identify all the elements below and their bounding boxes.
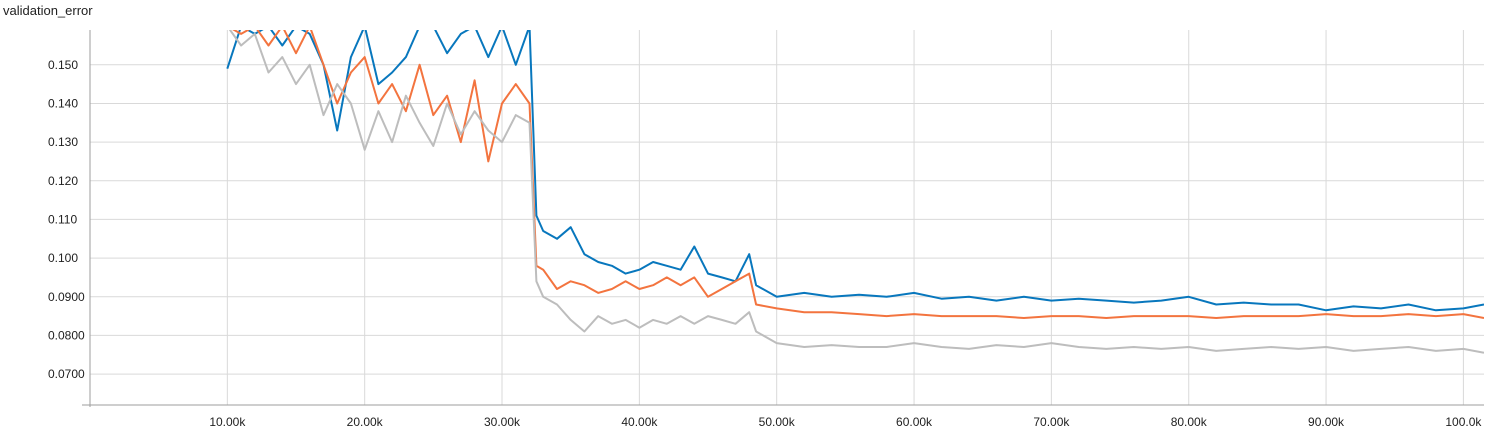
x-tick-label-0: 10.00k xyxy=(209,415,246,429)
chart-title: validation_error xyxy=(3,3,93,18)
x-tick-label-6: 70.00k xyxy=(1033,415,1070,429)
series-line-2 xyxy=(228,30,1484,354)
grid-lines xyxy=(90,30,1484,405)
series-line-1 xyxy=(232,30,1484,319)
y-tick-label-3: 0.100 xyxy=(48,251,78,265)
y-tick-label-7: 0.140 xyxy=(48,96,78,110)
x-tick-label-9: 100.0k xyxy=(1445,415,1482,429)
x-tick-label-1: 20.00k xyxy=(347,415,384,429)
x-tick-label-4: 50.00k xyxy=(759,415,796,429)
y-tick-label-8: 0.150 xyxy=(48,58,78,72)
y-tick-label-5: 0.120 xyxy=(48,174,78,188)
y-tick-label-4: 0.110 xyxy=(48,212,77,226)
y-tick-label-2: 0.0900 xyxy=(48,290,85,304)
y-tick-label-0: 0.0700 xyxy=(48,367,85,381)
x-tick-label-8: 90.00k xyxy=(1308,415,1345,429)
x-tick-label-2: 30.00k xyxy=(484,415,521,429)
y-tick-label-1: 0.0800 xyxy=(48,328,85,342)
tick-labels: 0.0700 0.0800 0.0900 0.100 0.110 0.120 0.130 0.… xyxy=(48,58,1482,429)
axes xyxy=(82,30,1484,407)
x-tick-label-3: 40.00k xyxy=(621,415,658,429)
x-tick-label-5: 60.00k xyxy=(896,415,933,429)
series-layer xyxy=(226,30,1484,354)
series-line-0 xyxy=(226,30,1484,312)
x-tick-label-7: 80.00k xyxy=(1171,415,1208,429)
y-tick-label-6: 0.130 xyxy=(48,135,78,149)
